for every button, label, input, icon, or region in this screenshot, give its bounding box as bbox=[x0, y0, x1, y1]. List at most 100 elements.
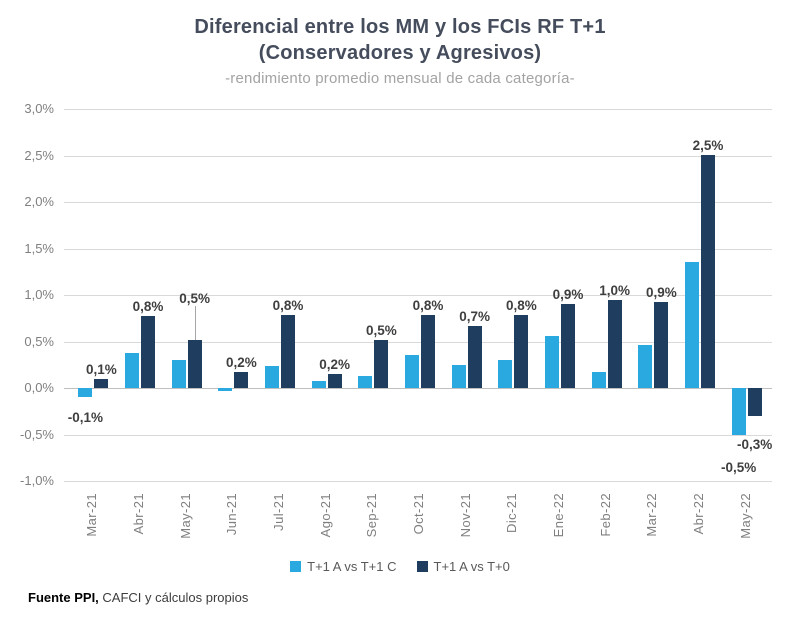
x-axis-tick-label: Abr-21 bbox=[131, 493, 146, 535]
gridline bbox=[64, 388, 772, 389]
data-label: 0,5% bbox=[365, 322, 397, 338]
data-label: -0,1% bbox=[67, 410, 103, 426]
label-leader-line bbox=[194, 305, 196, 340]
bar bbox=[265, 365, 279, 388]
bar bbox=[514, 315, 529, 388]
bar bbox=[234, 372, 249, 388]
y-axis-tick-label: 2,0% bbox=[24, 194, 54, 209]
x-axis-tick-label: Mar-21 bbox=[84, 493, 100, 537]
bar bbox=[141, 316, 155, 388]
bar bbox=[171, 360, 186, 388]
x-axis-tick-label: Jun-21 bbox=[224, 493, 240, 536]
data-label: 0,9% bbox=[552, 287, 584, 303]
legend-swatch bbox=[290, 561, 302, 572]
source-note-rest: CAFCI y cálculos propios bbox=[98, 590, 249, 605]
legend-item: T+1 A vs T+1 C bbox=[290, 559, 397, 574]
x-axis-tick-label: Dic-21 bbox=[504, 493, 520, 533]
plot-wrap: 3,0% 2,5% 2,0% 1,5% 1,0% 0,5% 0,0% -0,5% -1,0% -… bbox=[0, 101, 800, 551]
bar bbox=[358, 375, 373, 388]
y-axis-tick-label: -1,0% bbox=[20, 473, 54, 488]
chart-subtitle: -rendimiento promedio mensual de cada ca… bbox=[225, 70, 575, 87]
bar bbox=[561, 304, 575, 388]
data-label: 0,8% bbox=[132, 299, 164, 315]
bar bbox=[701, 154, 715, 388]
gridline bbox=[64, 481, 772, 482]
bar bbox=[591, 372, 606, 388]
legend: T+1 A vs T+1 C T+1 A vs T+0 bbox=[0, 559, 800, 574]
legend-swatch bbox=[416, 561, 428, 572]
bar bbox=[281, 315, 295, 388]
gridline bbox=[64, 434, 772, 436]
gridline bbox=[64, 202, 772, 203]
data-label: -0,3% bbox=[737, 436, 773, 452]
x-axis-tick-label: Ene-22 bbox=[551, 493, 566, 538]
source-note-bold: Fuente PPI, bbox=[28, 590, 99, 605]
data-label: 0,8% bbox=[505, 298, 537, 314]
bar bbox=[654, 301, 669, 388]
gridline bbox=[64, 341, 772, 343]
x-axis-tick-label: Nov-21 bbox=[457, 493, 473, 538]
x-axis-tick-label: Jul-21 bbox=[271, 493, 286, 531]
bar bbox=[638, 345, 653, 388]
bar bbox=[747, 388, 762, 416]
x-axis-tick-label: Feb-22 bbox=[597, 493, 613, 537]
data-label: 0,5% bbox=[179, 290, 211, 306]
plot-area: -0,1% -0,5% 0,1% 0,8% 0,5% 0,2% 0,8% 0,2% 0,5% 0,… bbox=[64, 109, 772, 482]
data-label: 0,9% bbox=[645, 284, 677, 300]
bar bbox=[311, 380, 326, 388]
bar bbox=[498, 360, 513, 388]
y-axis-labels: 3,0% 2,5% 2,0% 1,5% 1,0% 0,5% 0,0% -0,5% -1,0% bbox=[0, 101, 62, 488]
chart-title-line2: (Conservadores y Agresivos) bbox=[258, 42, 542, 64]
y-axis-tick-label: 2,5% bbox=[24, 147, 54, 163]
data-label: 0,7% bbox=[459, 308, 491, 324]
legend-item: T+1 A vs T+0 bbox=[416, 559, 510, 574]
y-axis-tick-label: 1,0% bbox=[24, 287, 54, 302]
x-axis-tick-label: May-21 bbox=[177, 493, 193, 539]
data-label: -0,5% bbox=[721, 459, 757, 475]
x-axis-tick-label: Sep-21 bbox=[364, 493, 380, 538]
x-axis-tick-label: Abr-22 bbox=[691, 493, 706, 535]
gridline bbox=[64, 295, 772, 296]
bar bbox=[374, 339, 389, 388]
source-note: Fuente PPI, CAFCI y cálculos propios bbox=[28, 590, 800, 605]
x-axis-tick-label: Ago-21 bbox=[317, 493, 333, 538]
chart-title-line1: Diferencial entre los MM y los FCIs RF T… bbox=[194, 16, 606, 38]
bar bbox=[545, 335, 559, 388]
x-axis-tick-label: Mar-22 bbox=[644, 493, 660, 537]
bar bbox=[218, 388, 233, 391]
data-label: 0,2% bbox=[319, 357, 351, 373]
bar bbox=[467, 325, 482, 388]
bar bbox=[607, 299, 622, 388]
x-axis-tick-label: May-22 bbox=[737, 493, 753, 539]
bar bbox=[327, 374, 342, 388]
bar bbox=[731, 388, 746, 435]
bar bbox=[125, 352, 139, 388]
bar bbox=[94, 378, 109, 388]
data-label: 0,8% bbox=[272, 298, 304, 314]
y-axis-tick-label: -0,5% bbox=[20, 426, 54, 442]
legend-label: T+1 A vs T+1 C bbox=[307, 559, 397, 574]
data-label: 1,0% bbox=[599, 282, 631, 298]
gridline bbox=[64, 248, 772, 250]
bar bbox=[78, 388, 93, 398]
bar bbox=[421, 315, 435, 388]
x-axis-tick-label: Oct-21 bbox=[411, 493, 426, 535]
bar bbox=[685, 262, 699, 388]
y-axis-tick-label: 3,0% bbox=[24, 101, 54, 116]
y-axis-tick-label: 1,5% bbox=[24, 240, 54, 256]
data-label: 2,5% bbox=[692, 137, 724, 153]
bar bbox=[405, 355, 419, 388]
data-label: 0,2% bbox=[225, 355, 257, 371]
data-label: 0,1% bbox=[85, 361, 117, 377]
chart-header: Diferencial entre los MM y los FCIs RF T… bbox=[0, 0, 800, 87]
data-label: 0,8% bbox=[412, 298, 444, 314]
x-axis-labels: Mar-21 Abr-21 May-21 Jun-21 Jul-21 Ago-21 Sep-… bbox=[0, 489, 800, 551]
y-axis-tick-label: 0,5% bbox=[24, 333, 54, 349]
bar bbox=[187, 339, 202, 388]
gridline bbox=[64, 155, 772, 157]
bar bbox=[451, 364, 466, 388]
legend-label: T+1 A vs T+0 bbox=[433, 559, 510, 574]
y-axis-tick-label: 0,0% bbox=[24, 380, 54, 395]
gridline bbox=[64, 109, 772, 110]
